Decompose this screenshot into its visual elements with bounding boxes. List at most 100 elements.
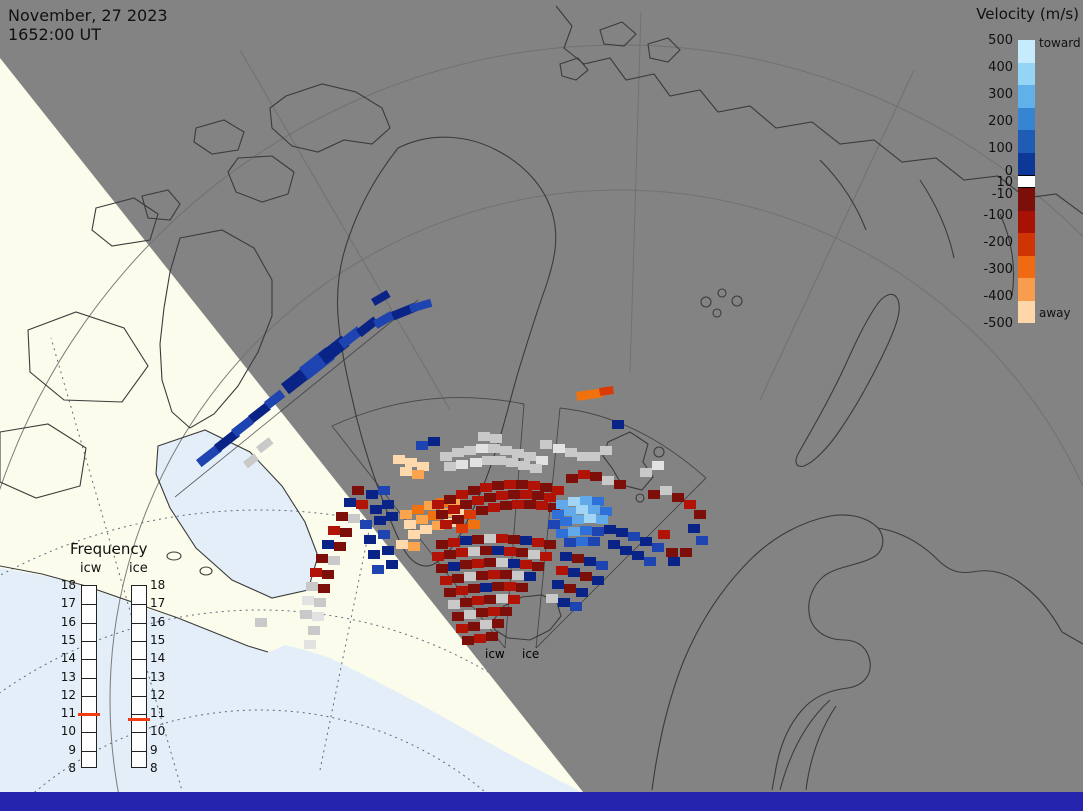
- radar-cell: [568, 527, 580, 536]
- radar-cell: [577, 452, 589, 461]
- radar-cell: [666, 548, 678, 557]
- frequency-tick-label: 15: [60, 632, 76, 647]
- radar-cell: [314, 598, 326, 607]
- radar-cell: [432, 521, 444, 530]
- radar-cell: [504, 547, 516, 556]
- radar-cell: [256, 437, 274, 454]
- radar-cell: [404, 520, 416, 529]
- coastlines: [0, 5, 1083, 791]
- radar-cell: [484, 595, 496, 604]
- radar-cell: [560, 552, 572, 561]
- radar-cell: [500, 607, 512, 616]
- radar-cell: [552, 580, 564, 589]
- radar-cell: [520, 536, 532, 545]
- radar-cell: [528, 481, 540, 490]
- radar-cell: [530, 464, 542, 473]
- radar-cell: [448, 562, 460, 571]
- radar-cell: [492, 481, 504, 490]
- frequency-tick-label: 10: [150, 724, 166, 739]
- radar-cell: [396, 540, 408, 549]
- radar-cell: [482, 456, 494, 465]
- radar-cell: [374, 516, 386, 525]
- radar-cell: [370, 290, 391, 306]
- radar-cell: [608, 540, 620, 549]
- radar-cell: [540, 483, 552, 492]
- radar-cell: [580, 526, 592, 535]
- frequency-bar-tick: [82, 732, 96, 734]
- radar-cell: [464, 446, 476, 455]
- radar-cell: [408, 542, 420, 551]
- radar-cell: [474, 634, 486, 643]
- bottom-bar: [0, 792, 1083, 811]
- baffin-coast: [159, 229, 273, 429]
- frequency-tick-label: 10: [60, 724, 76, 739]
- frequency-tick-label: 16: [60, 614, 76, 629]
- frequency-tick-label: 9: [150, 742, 158, 757]
- radar-cell: [540, 440, 552, 449]
- radar-cell: [632, 551, 644, 560]
- velocity-bar-segment-away: [1018, 188, 1035, 211]
- ice-frequency-bar: [128, 585, 150, 768]
- radar-cell: [424, 501, 436, 510]
- radar-cell: [382, 500, 394, 509]
- radar-cell: [584, 557, 596, 566]
- frequency-bar-tick: [132, 622, 146, 624]
- radar-cell: [334, 542, 346, 551]
- velocity-legend-title: Velocity (m/s): [976, 5, 1079, 23]
- radar-cell: [532, 562, 544, 571]
- labrador-coast: [0, 565, 269, 653]
- radar-cell: [644, 557, 656, 566]
- time-label: 1652:00 UT: [8, 25, 102, 44]
- radar-cell: [520, 490, 532, 499]
- radar-cell: [243, 453, 259, 469]
- radar-cell: [476, 608, 488, 617]
- radar-cell: [584, 514, 596, 523]
- radar-cell: [312, 612, 324, 621]
- radar-cell: [492, 582, 504, 591]
- radar-cell: [532, 538, 544, 547]
- radar-cell: [600, 446, 612, 455]
- radar-cell: [684, 500, 696, 509]
- icw-column-label: icw: [80, 561, 102, 576]
- magnetic-graticule: [0, 271, 583, 792]
- radar-cell: [524, 572, 536, 581]
- radar-cell: [468, 486, 480, 495]
- frequency-tick-label: 9: [68, 742, 76, 757]
- frequency-tick-label: 17: [60, 596, 76, 611]
- radar-cell: [338, 326, 364, 349]
- radar-cell: [552, 510, 564, 519]
- radar-cell: [494, 456, 506, 465]
- radar-cell: [592, 527, 604, 536]
- frequency-bar-tick: [82, 695, 96, 697]
- radar-cell: [696, 536, 708, 545]
- frequency-bar-tick: [132, 659, 146, 661]
- radar-cell: [370, 505, 382, 514]
- radar-cell: [488, 570, 500, 579]
- radar-cell: [488, 503, 500, 512]
- frequency-tick-label: 8: [150, 761, 158, 775]
- frequency-legend: Frequency icw ice 18 17 16 15 14 13 12 11 10 9 8 1…: [61, 540, 218, 785]
- radar-cell: [500, 446, 512, 455]
- frequency-tick-label: 12: [60, 687, 76, 702]
- frequency-bar-tick: [82, 604, 96, 606]
- velocity-bar-segment-toward: [1018, 107, 1035, 130]
- radar-cell: [500, 501, 512, 510]
- velocity-bar-segment-toward: [1018, 62, 1035, 85]
- radar-cell: [456, 460, 468, 469]
- radar-cell: [444, 550, 456, 559]
- icw-frequency-marker: [78, 712, 100, 716]
- radar-cell: [572, 515, 584, 524]
- radar-cell: [516, 583, 528, 592]
- radar-cell: [360, 520, 372, 529]
- velocity-colorbar: [1018, 40, 1035, 323]
- radar-cell: [378, 486, 390, 495]
- radar-cell: [658, 530, 670, 539]
- radar-cell: [524, 452, 536, 461]
- velocity-tick-label: 100: [988, 141, 1013, 156]
- radar-cell: [328, 526, 340, 535]
- radar-cell: [496, 491, 508, 500]
- radar-cell: [440, 452, 452, 461]
- radar-cell: [436, 564, 448, 573]
- radar-cell: [480, 620, 492, 629]
- velocity-bar-segment-toward: [1018, 152, 1035, 175]
